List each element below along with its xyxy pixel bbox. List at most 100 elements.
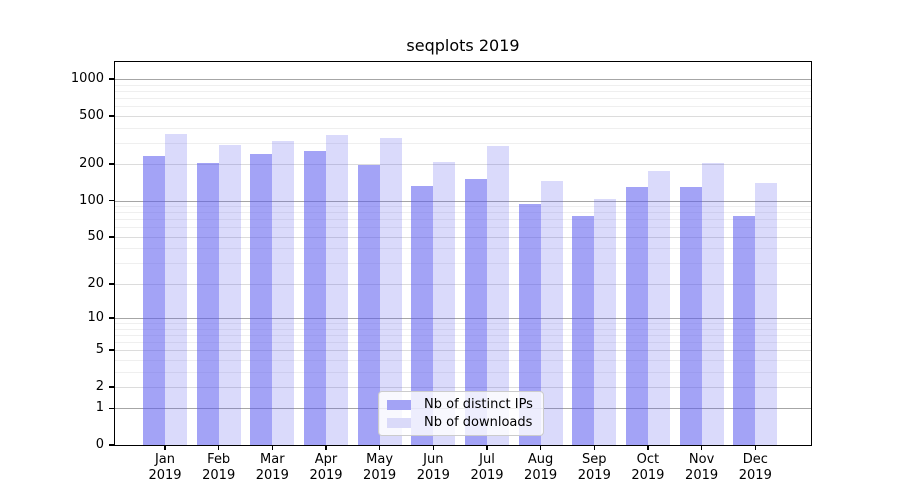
gridline-minor bbox=[115, 91, 811, 92]
x-tick-label: Apr 2019 bbox=[309, 452, 343, 483]
bar-downloads bbox=[272, 141, 295, 445]
gridline-minor bbox=[115, 219, 811, 221]
bar-downloads bbox=[540, 180, 563, 445]
gridline-major bbox=[115, 164, 811, 166]
y-tick-label: 200 bbox=[79, 156, 104, 172]
x-tick-label: Nov 2019 bbox=[685, 452, 719, 483]
bar-downloads bbox=[379, 138, 402, 445]
bar-distinct-ips bbox=[733, 215, 756, 445]
x-tick-label: Mar 2019 bbox=[255, 452, 289, 483]
legend-item-downloads: Nb of downloads bbox=[387, 414, 543, 430]
x-tick-label: Oct 2019 bbox=[631, 452, 665, 483]
gridline-minor bbox=[115, 328, 811, 330]
y-tick-label: 5 bbox=[95, 342, 104, 358]
y-tick-label: 10 bbox=[87, 310, 104, 325]
y-tick-mark bbox=[109, 386, 115, 388]
x-tick-mark bbox=[217, 445, 220, 450]
x-tick-mark bbox=[378, 445, 381, 450]
y-tick-label: 0 bbox=[95, 437, 104, 452]
gridline-minor bbox=[115, 142, 811, 144]
legend: Nb of distinct IPs Nb of downloads bbox=[378, 391, 544, 436]
y-tick-label: 1000 bbox=[70, 71, 104, 87]
gridline-decade bbox=[115, 200, 811, 202]
y-tick-mark bbox=[109, 407, 115, 409]
legend-item-distinct-ips: Nb of distinct IPs bbox=[387, 396, 543, 412]
y-tick-label: 100 bbox=[79, 192, 104, 208]
y-tick-label: 2 bbox=[95, 378, 104, 394]
plot-area bbox=[115, 62, 811, 445]
x-tick-mark bbox=[754, 445, 756, 450]
gridline-minor bbox=[115, 206, 811, 208]
x-tick-label: Aug 2019 bbox=[524, 452, 558, 483]
x-tick-mark bbox=[164, 445, 166, 450]
y-tick-label: 1 bbox=[95, 400, 104, 416]
x-tick-mark bbox=[593, 445, 595, 450]
y-tick-mark bbox=[109, 283, 115, 285]
bar-distinct-ips bbox=[357, 164, 380, 445]
gridline-major bbox=[115, 115, 811, 117]
legend-swatch-downloads bbox=[387, 417, 411, 428]
gridline-minor bbox=[115, 371, 811, 373]
bar-distinct-ips bbox=[465, 179, 487, 445]
y-tick-mark bbox=[109, 115, 115, 117]
chart-title: seqplots 2019 bbox=[406, 36, 520, 55]
y-tick-label: 500 bbox=[79, 107, 104, 123]
bar-distinct-ips bbox=[196, 162, 219, 445]
legend-label-downloads: Nb of downloads bbox=[424, 414, 533, 430]
gridline-decade bbox=[115, 318, 811, 319]
bar-downloads bbox=[218, 144, 241, 445]
gridline-minor bbox=[115, 127, 811, 129]
bar-distinct-ips bbox=[143, 155, 165, 445]
bar-downloads bbox=[165, 133, 187, 445]
y-tick-mark bbox=[109, 349, 115, 351]
legend-swatch-distinct-ips bbox=[387, 399, 411, 410]
bar-downloads bbox=[647, 170, 670, 445]
gridline-minor bbox=[115, 106, 811, 108]
bar-distinct-ips bbox=[679, 186, 702, 445]
gridline-major bbox=[115, 236, 811, 238]
gridline-minor bbox=[115, 342, 811, 343]
gridline-major bbox=[115, 350, 811, 352]
gridline-major bbox=[115, 386, 811, 388]
gridline-decade bbox=[115, 79, 811, 81]
gridline-major bbox=[115, 283, 811, 285]
gridline-minor bbox=[115, 227, 811, 229]
bar-distinct-ips bbox=[625, 186, 648, 445]
y-tick-mark bbox=[109, 163, 115, 165]
gridline-minor bbox=[115, 248, 811, 250]
x-tick-label: Dec 2019 bbox=[738, 452, 772, 483]
bar-distinct-ips bbox=[518, 203, 541, 445]
gridline-minor bbox=[115, 263, 811, 265]
x-tick-label: May 2019 bbox=[363, 452, 397, 483]
y-tick-mark bbox=[109, 199, 115, 202]
x-tick-label: Jan 2019 bbox=[148, 452, 182, 483]
gridline-minor bbox=[115, 98, 811, 99]
bar-downloads bbox=[701, 162, 724, 445]
x-tick-label: Jun 2019 bbox=[416, 452, 450, 483]
gridline-minor bbox=[115, 359, 811, 361]
gridline-minor bbox=[115, 334, 811, 336]
bar-downloads bbox=[326, 135, 348, 445]
bar-distinct-ips bbox=[572, 216, 595, 445]
y-tick-mark bbox=[109, 78, 115, 80]
y-tick-label: 50 bbox=[87, 228, 104, 244]
gridline-minor bbox=[115, 323, 811, 325]
gridline-minor bbox=[115, 212, 811, 214]
x-tick-mark bbox=[325, 445, 327, 450]
bar-downloads bbox=[487, 146, 509, 445]
x-tick-mark bbox=[432, 445, 434, 450]
x-tick-label: Feb 2019 bbox=[202, 452, 236, 483]
bar-distinct-ips bbox=[250, 153, 273, 445]
bar-downloads bbox=[594, 198, 617, 445]
x-tick-label: Sep 2019 bbox=[577, 452, 611, 483]
x-tick-mark bbox=[271, 445, 274, 450]
y-tick-label: 20 bbox=[87, 275, 104, 291]
x-tick-mark bbox=[647, 445, 649, 450]
y-tick-mark bbox=[109, 444, 115, 446]
bar-distinct-ips bbox=[304, 150, 326, 445]
bar-downloads bbox=[433, 162, 456, 445]
gridline-minor bbox=[115, 84, 811, 86]
legend-label-distinct-ips: Nb of distinct IPs bbox=[424, 396, 533, 412]
x-tick-mark bbox=[700, 445, 703, 450]
